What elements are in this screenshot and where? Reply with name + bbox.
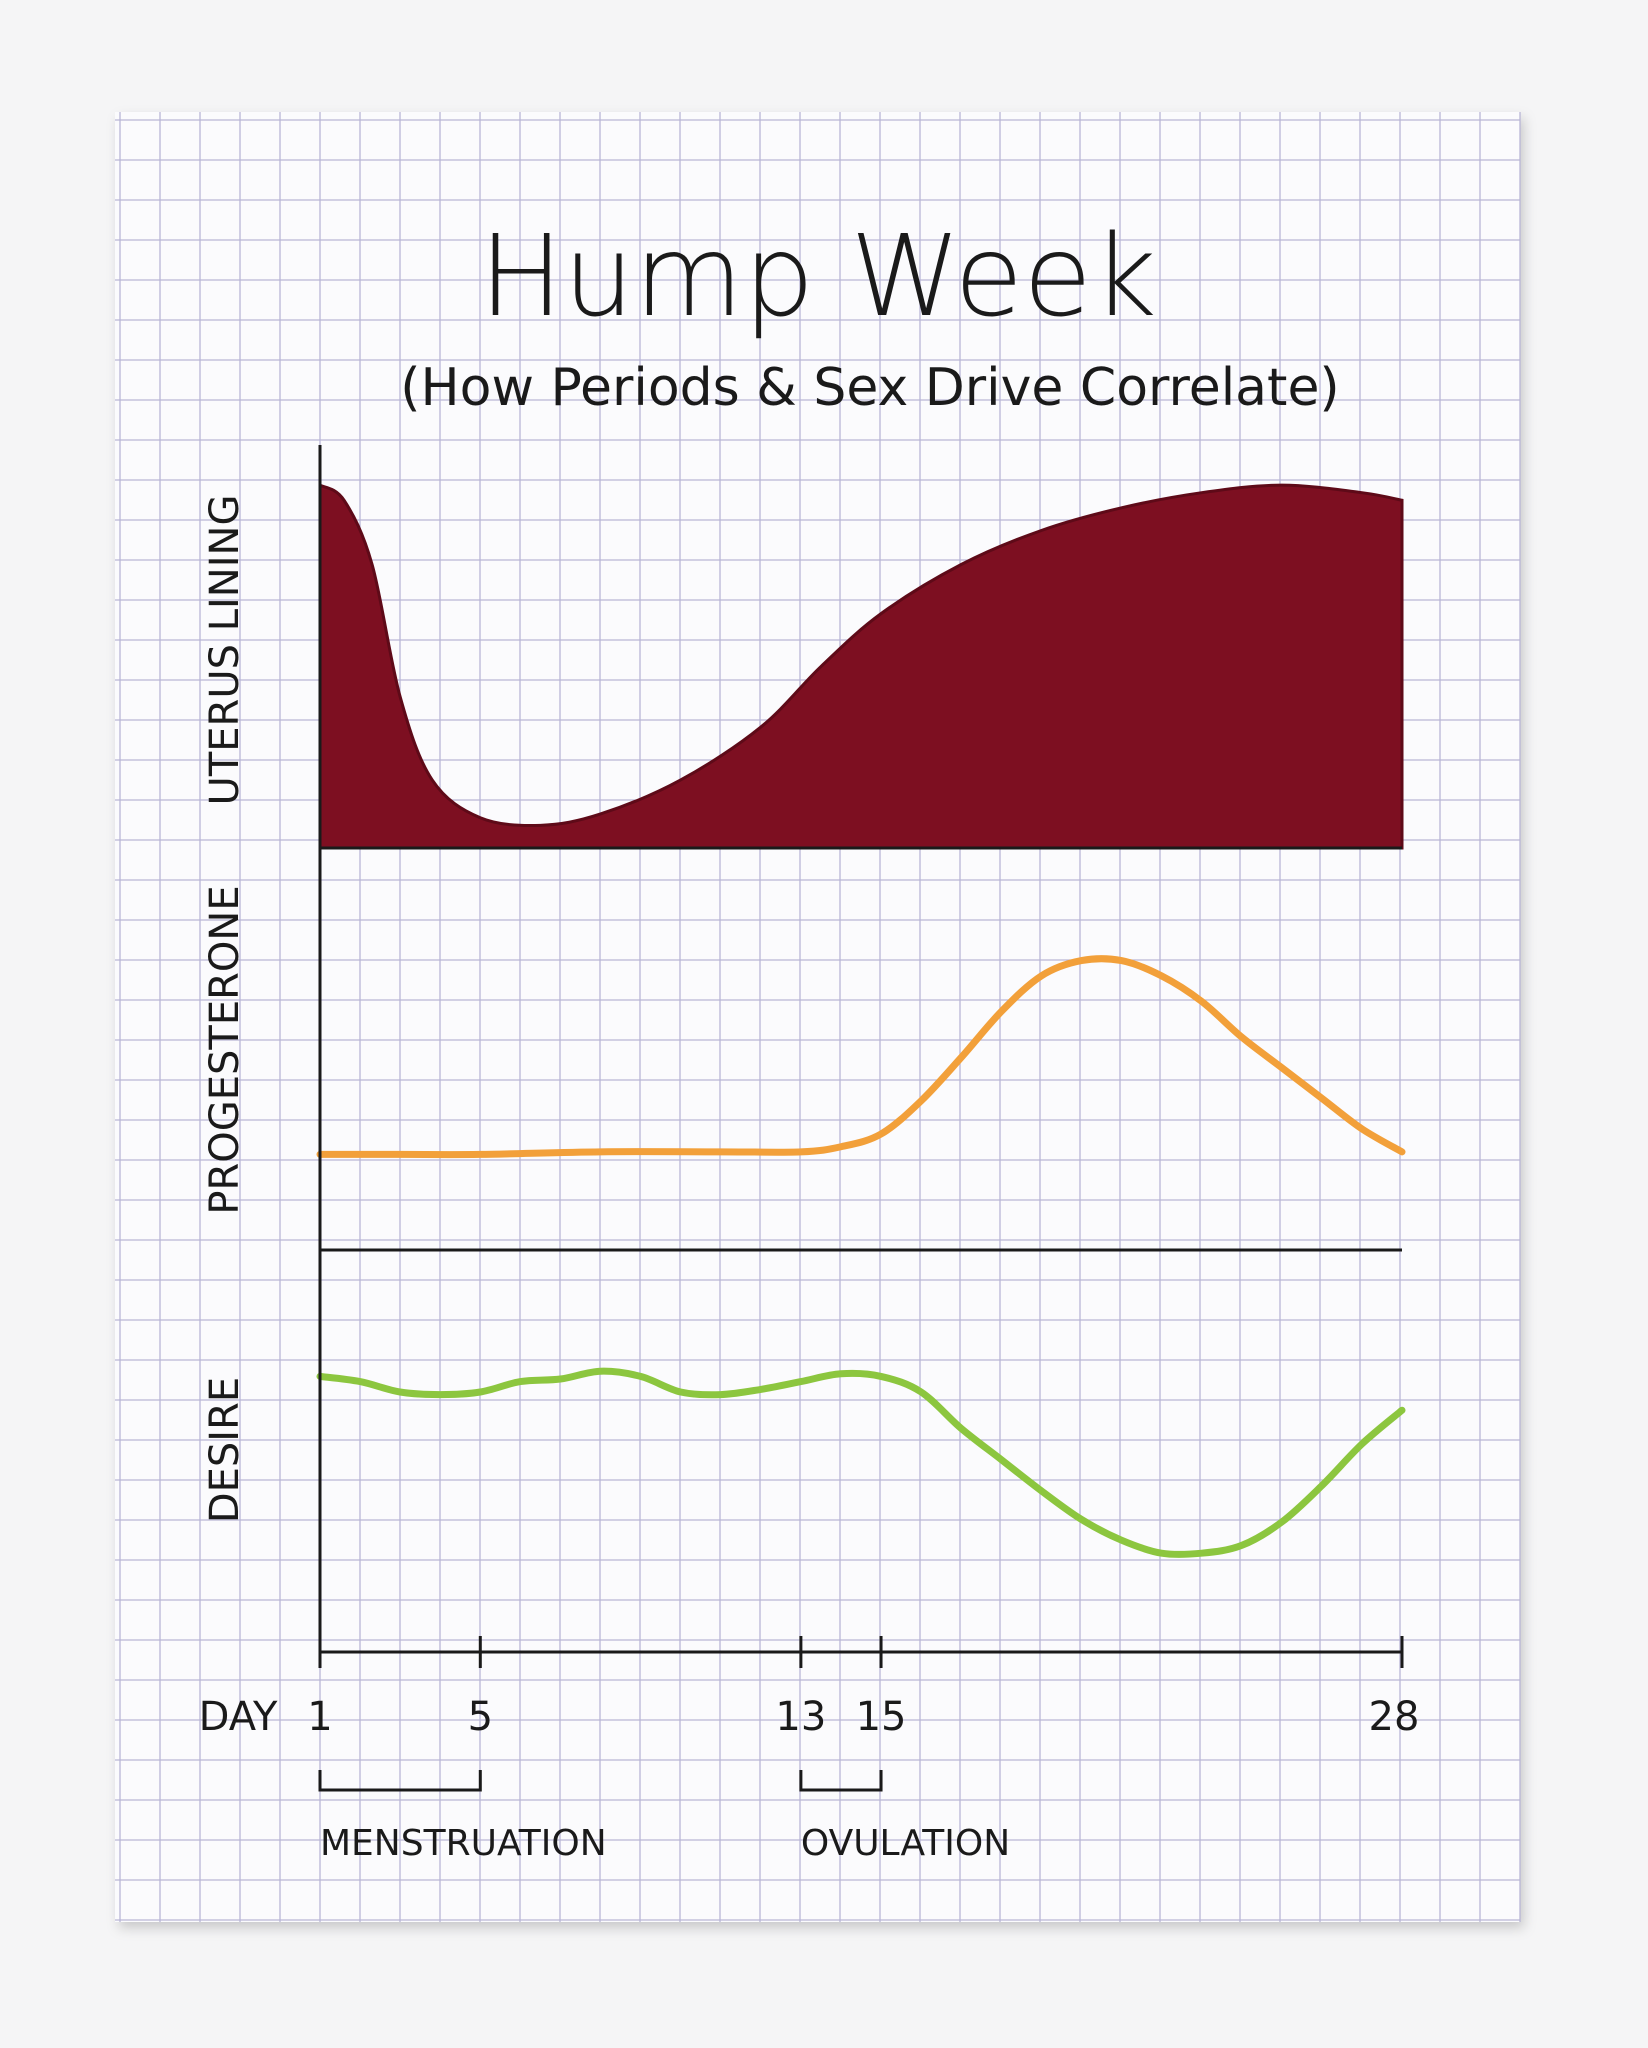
panel-label-progesterone: PROGESTERONE — [202, 885, 248, 1214]
annotation-menstruation: MENSTRUATION — [318, 1770, 607, 1864]
uterus-lining-area — [318, 482, 1404, 850]
desire-line — [316, 1367, 1406, 1559]
x-tick-label: 28 — [1369, 1694, 1420, 1740]
uterus-lining-area-series — [318, 482, 1404, 850]
x-tick-label: 5 — [468, 1694, 493, 1740]
panel-label-desire: DESIRE — [202, 1377, 248, 1523]
chart-subtitle: (How Periods & Sex Drive Correlate) — [400, 358, 1339, 418]
x-tick-label: 1 — [307, 1694, 332, 1740]
chart-title: Hump Week — [479, 212, 1157, 342]
annotation-label: OVULATION — [801, 1823, 1010, 1864]
panel-label-uterus-lining: UTERUS LINING — [202, 495, 248, 806]
annotation-label: MENSTRUATION — [320, 1823, 607, 1864]
paper-sheet — [115, 112, 1520, 1922]
x-tick-label: 15 — [856, 1694, 907, 1740]
x-axis-label: DAY — [199, 1694, 278, 1740]
x-tick-label: 13 — [775, 1694, 826, 1740]
annotation-ovulation: OVULATION — [799, 1770, 1010, 1864]
annotation-bracket — [318, 1770, 482, 1792]
progesterone-line — [316, 955, 1406, 1159]
graph-paper-grid — [115, 112, 1521, 1922]
annotation-bracket — [799, 1770, 883, 1792]
